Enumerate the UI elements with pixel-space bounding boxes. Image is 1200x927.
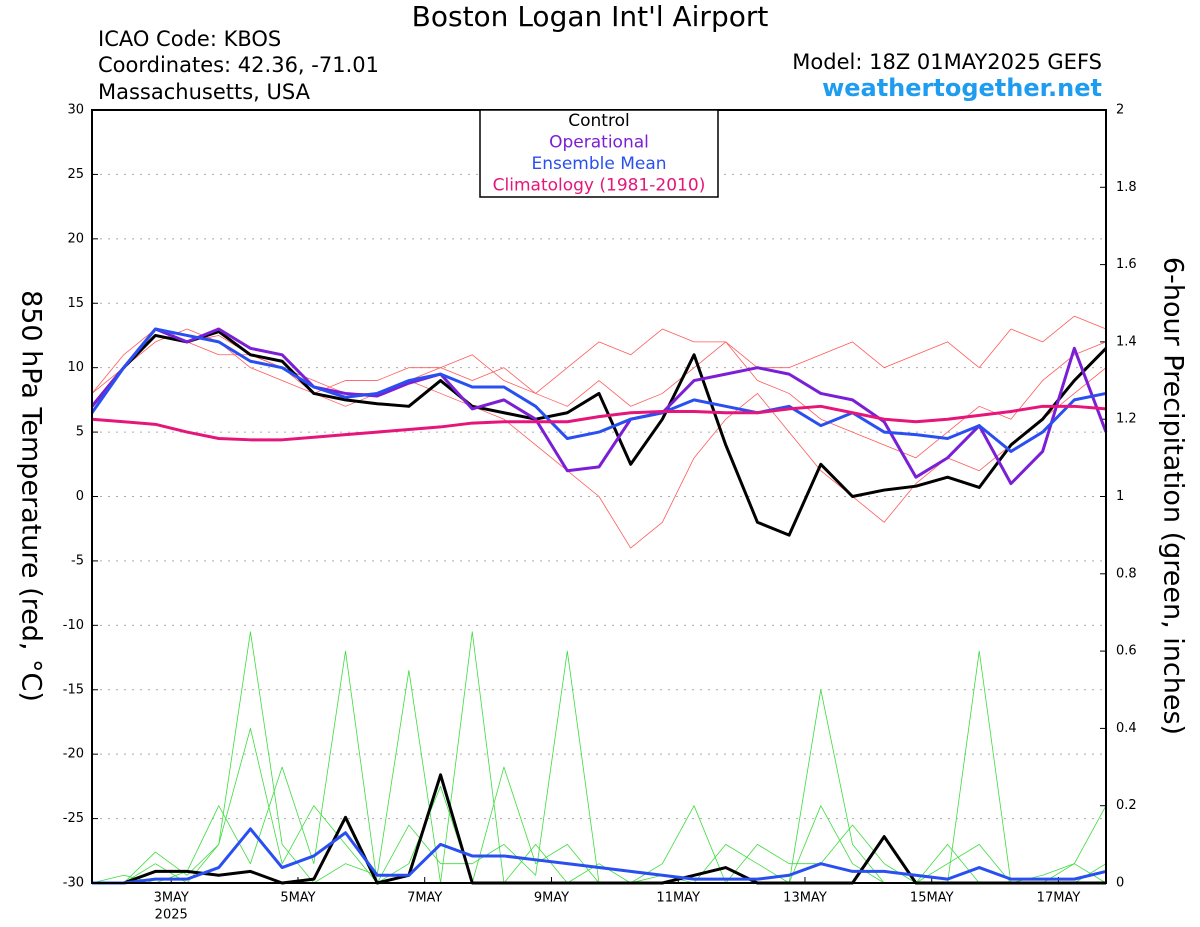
y-tick-label: -30	[63, 876, 84, 891]
x-tick-label: 13MAY	[783, 891, 827, 906]
info-line: Massachusetts, USA	[98, 80, 311, 104]
x-tick-label: 9MAY	[534, 891, 569, 906]
series-line	[91, 650, 1107, 884]
y2-axis-label: 6-hour Precipitation (green, inches)	[1158, 257, 1189, 735]
y2-tick-label: 0.4	[1116, 721, 1137, 736]
info-line: ICAO Code: KBOS	[98, 27, 281, 51]
series-line	[92, 631, 1107, 884]
site-name: weathertogether.net	[822, 74, 1102, 102]
legend-entry: Control	[568, 111, 629, 131]
y2-tick-label: 0	[1116, 876, 1124, 891]
y-tick-label: -5	[71, 553, 84, 568]
series-line	[92, 728, 1107, 884]
y-axis-label: 850 hPa Temperature (red, °C)	[16, 290, 47, 702]
y-tick-label: -10	[63, 618, 84, 633]
year-label: 2025	[155, 908, 188, 923]
model-info: Model: 18Z 01MAY2025 GEFS	[792, 50, 1102, 74]
series-line	[90, 327, 1107, 453]
y2-tick-label: 1.8	[1116, 180, 1137, 195]
y2-tick-label: 1.6	[1116, 257, 1137, 272]
y-tick-label: 10	[67, 360, 84, 375]
series-line	[90, 330, 1108, 537]
x-tick-label: 3MAY	[154, 891, 189, 906]
y-tick-label: -25	[63, 811, 84, 826]
series-line	[90, 327, 1108, 486]
y-tick-label: 30	[67, 103, 84, 118]
y-tick-label: 5	[76, 425, 84, 440]
y-tick-label: 0	[76, 489, 84, 504]
info-line: Coordinates: 42.36, -71.01	[98, 53, 379, 77]
y-tick-label: -20	[63, 747, 84, 762]
y2-tick-label: 2	[1116, 103, 1124, 118]
y2-tick-label: 0.6	[1116, 644, 1137, 659]
legend-entry: Ensemble Mean	[531, 154, 666, 174]
y2-tick-label: 1.4	[1116, 334, 1137, 349]
series-line	[92, 827, 1107, 885]
x-tick-label: 17MAY	[1037, 891, 1081, 906]
chart-title: Boston Logan Int'l Airport	[412, 0, 769, 33]
legend-entry: Operational	[549, 133, 649, 153]
y2-tick-label: 1.2	[1116, 412, 1137, 427]
y-tick-label: 20	[67, 231, 84, 246]
x-tick-label: 15MAY	[910, 891, 954, 906]
legend-box	[479, 109, 719, 198]
y-tick-label: 15	[67, 296, 84, 311]
series-line	[91, 404, 1107, 442]
y2-tick-label: 1	[1116, 489, 1124, 504]
x-tick-label: 11MAY	[656, 891, 700, 906]
x-tick-label: 7MAY	[407, 891, 442, 906]
x-tick-label: 5MAY	[280, 891, 315, 906]
legend-entry: Climatology (1981-2010)	[493, 176, 706, 196]
y2-tick-label: 0.2	[1116, 798, 1137, 813]
series-line	[91, 328, 1107, 549]
y2-tick-label: 0.8	[1116, 566, 1137, 581]
y-tick-label: -15	[63, 682, 84, 697]
y-tick-label: 25	[67, 167, 84, 182]
series-line	[91, 315, 1107, 394]
